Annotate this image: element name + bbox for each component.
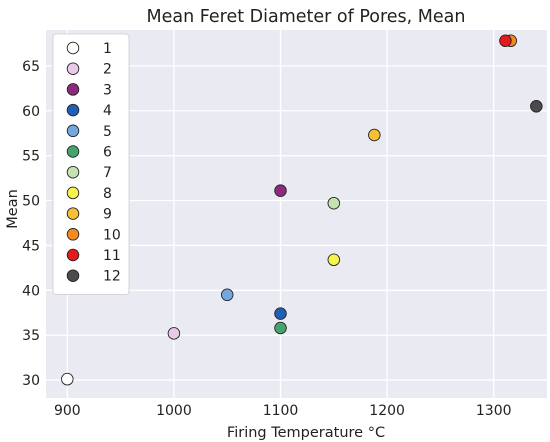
legend-marker-3 — [66, 83, 80, 96]
legend-label-3: 3 — [103, 82, 112, 98]
y-tick-label: 45 — [22, 238, 40, 254]
legend-label-6: 6 — [103, 145, 112, 161]
x-tick-label: 1300 — [476, 403, 512, 419]
y-tick-label: 30 — [22, 373, 40, 389]
legend-marker-11 — [66, 248, 80, 262]
data-point-5 — [220, 288, 234, 302]
legend-label-11: 11 — [103, 248, 121, 264]
plot-area — [46, 30, 547, 398]
chart-title: Mean Feret Diameter of Pores, Mean — [147, 7, 466, 27]
legend-label-1: 1 — [103, 41, 112, 57]
legend-marker-12 — [66, 269, 80, 282]
legend-marker-9 — [66, 207, 80, 220]
y-axis-label: Mean — [5, 189, 21, 229]
grid-lines — [46, 30, 547, 398]
x-axis-ticks: 900 1000 1100 1200 1300 — [54, 403, 512, 419]
legend-label-5: 5 — [103, 124, 112, 140]
legend-label-12: 12 — [103, 269, 121, 285]
y-tick-label: 40 — [22, 283, 40, 299]
data-point-9 — [368, 128, 381, 142]
y-tick-label: 60 — [22, 104, 40, 120]
legend-label-4: 4 — [103, 103, 112, 119]
legend-marker-5 — [66, 124, 80, 138]
y-tick-label: 65 — [22, 59, 40, 75]
data-point-1 — [61, 372, 74, 386]
y-tick-label: 50 — [22, 194, 40, 210]
x-tick-label: 1000 — [156, 403, 192, 419]
data-point-4 — [274, 307, 287, 320]
data-point-12 — [530, 100, 543, 113]
legend-marker-7 — [66, 165, 80, 179]
y-tick-label: 55 — [22, 149, 40, 165]
data-point-3 — [274, 184, 287, 197]
legend-marker-6 — [66, 145, 80, 158]
y-axis-ticks: 30 35 40 45 50 55 60 65 — [22, 59, 40, 389]
legend-marker-2 — [66, 62, 80, 75]
legend-label-10: 10 — [103, 227, 121, 243]
legend-label-7: 7 — [103, 165, 112, 181]
y-tick-label: 35 — [22, 328, 40, 344]
x-tick-label: 900 — [54, 403, 81, 419]
legend-label-2: 2 — [103, 62, 112, 78]
legend-marker-4 — [66, 103, 80, 117]
legend-marker-1 — [66, 41, 80, 55]
data-point-7 — [327, 196, 341, 210]
data-point-2 — [167, 327, 181, 340]
x-tick-label: 1200 — [369, 403, 405, 419]
legend-marker-10 — [66, 228, 80, 241]
legend-label-8: 8 — [103, 186, 112, 202]
legend-marker-8 — [66, 186, 80, 200]
x-tick-label: 1100 — [263, 403, 299, 419]
legend-label-9: 9 — [103, 207, 112, 223]
data-point-8 — [327, 253, 341, 267]
x-axis-label: Firing Temperature °C — [227, 425, 385, 441]
data-point-11 — [499, 34, 512, 48]
data-points — [61, 34, 543, 386]
data-point-6 — [274, 321, 287, 335]
